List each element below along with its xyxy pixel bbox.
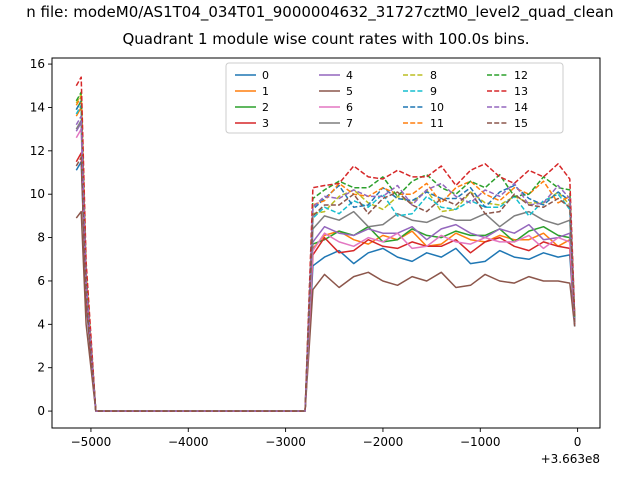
legend-label: 12 <box>514 69 528 82</box>
x-tick-label: −3000 <box>265 435 306 449</box>
y-tick-label: 8 <box>37 231 45 245</box>
legend-entry-10: 10 <box>403 101 444 114</box>
axes-title: Quadrant 1 module wise count rates with … <box>122 30 530 48</box>
y-tick-label: 0 <box>37 404 45 418</box>
legend-label: 5 <box>346 85 353 98</box>
series-line-11 <box>75 95 576 412</box>
y-tick-label: 12 <box>30 144 45 158</box>
plot-frame <box>51 57 601 429</box>
legend-entry-12: 12 <box>487 69 528 82</box>
legend-label: 13 <box>514 85 528 98</box>
legend-label: 7 <box>346 117 353 130</box>
x-tick-label: −4000 <box>168 435 209 449</box>
legend-entry-14: 14 <box>487 101 528 114</box>
legend-label: 6 <box>346 101 353 114</box>
series-line-1 <box>75 106 576 412</box>
legend-label: 1 <box>262 85 269 98</box>
x-axis-offset-label: +3.663e8 <box>541 452 600 466</box>
x-tick-label: −2000 <box>363 435 404 449</box>
series-line-15 <box>75 156 576 412</box>
figure-suptitle: n file: modeM0/AS1T04_034T01_9000004632_… <box>26 3 614 21</box>
legend-label: 8 <box>430 69 437 82</box>
series-line-6 <box>75 128 576 412</box>
series-line-0 <box>75 160 576 412</box>
series-line-8 <box>75 93 576 412</box>
series-line-9 <box>75 104 576 412</box>
y-tick-label: 4 <box>37 317 45 331</box>
legend-label: 0 <box>262 69 269 82</box>
series-line-12 <box>75 91 576 412</box>
x-tick-label: −5000 <box>71 435 112 449</box>
legend-entry-6: 6 <box>319 101 353 114</box>
legend-label: 3 <box>262 117 269 130</box>
legend-label: 9 <box>430 85 437 98</box>
y-tick-label: 6 <box>37 274 45 288</box>
y-tick-label: 2 <box>37 361 45 375</box>
legend-label: 4 <box>346 69 353 82</box>
legend-entry-1: 1 <box>235 85 269 98</box>
legend-entry-13: 13 <box>487 85 528 98</box>
legend-label: 15 <box>514 117 528 130</box>
y-tick-label: 14 <box>30 100 45 114</box>
y-tick-label: 10 <box>30 187 45 201</box>
legend-label: 2 <box>262 101 269 114</box>
legend-label: 14 <box>514 101 528 114</box>
x-tick-label: −1000 <box>460 435 501 449</box>
series-line-14 <box>75 115 576 412</box>
y-tick-label: 16 <box>30 57 45 71</box>
series-line-10 <box>75 100 576 412</box>
legend-entry-4: 4 <box>319 69 353 82</box>
series-line-4 <box>75 121 576 412</box>
legend-entry-15: 15 <box>487 117 528 130</box>
legend-entry-2: 2 <box>235 101 269 114</box>
x-tick-label: 0 <box>574 435 582 449</box>
legend-entry-7: 7 <box>319 117 353 130</box>
legend-label: 11 <box>430 117 444 130</box>
legend-label: 10 <box>430 101 444 114</box>
legend-entry-8: 8 <box>403 69 437 82</box>
legend-entry-3: 3 <box>235 117 269 130</box>
legend-entry-11: 11 <box>403 117 444 130</box>
series-line-7 <box>75 119 576 412</box>
legend-entry-9: 9 <box>403 85 437 98</box>
legend-entry-0: 0 <box>235 69 269 82</box>
legend-entry-5: 5 <box>319 85 353 98</box>
legend-box <box>225 62 564 134</box>
